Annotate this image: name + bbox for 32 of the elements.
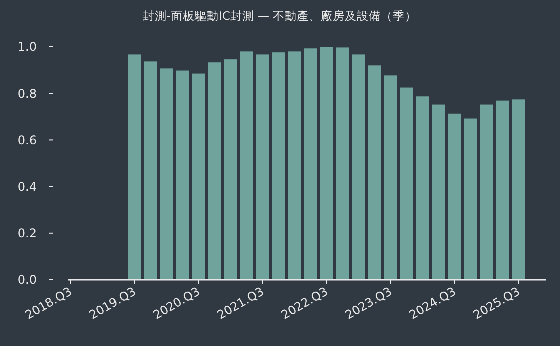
- y-tick-label: 0.0: [18, 273, 37, 288]
- bar: [208, 62, 222, 280]
- y-tick-label: 1.0: [18, 40, 37, 54]
- y-tick-label: 0.2: [18, 226, 37, 241]
- bar: [320, 47, 334, 280]
- y-tick-label: 0.6: [18, 133, 37, 148]
- bar: [480, 104, 494, 280]
- bar: [416, 96, 430, 280]
- bar: [352, 54, 366, 280]
- y-tick-label: 0.8: [18, 86, 37, 101]
- bar: [304, 48, 318, 280]
- bar: [432, 104, 446, 280]
- bar: [272, 52, 286, 280]
- bar: [496, 100, 510, 280]
- bar: [288, 52, 302, 280]
- bar: [128, 54, 142, 280]
- bar: [384, 76, 398, 280]
- bar: [144, 62, 158, 280]
- bar: [464, 118, 478, 280]
- bar: [176, 70, 190, 280]
- bar: [368, 66, 382, 280]
- bar: [240, 52, 254, 280]
- bar: [192, 74, 206, 280]
- chart-title: 封測-面板驅動IC封測 — 不動產、廠房及設備（季）: [142, 9, 418, 23]
- bar: [256, 54, 270, 280]
- bar: [448, 114, 462, 280]
- bar: [160, 68, 174, 280]
- bar: [512, 100, 526, 280]
- bar: [224, 60, 238, 280]
- bar: [336, 48, 350, 280]
- y-tick-label: 0.4: [18, 180, 37, 194]
- bar: [400, 88, 414, 280]
